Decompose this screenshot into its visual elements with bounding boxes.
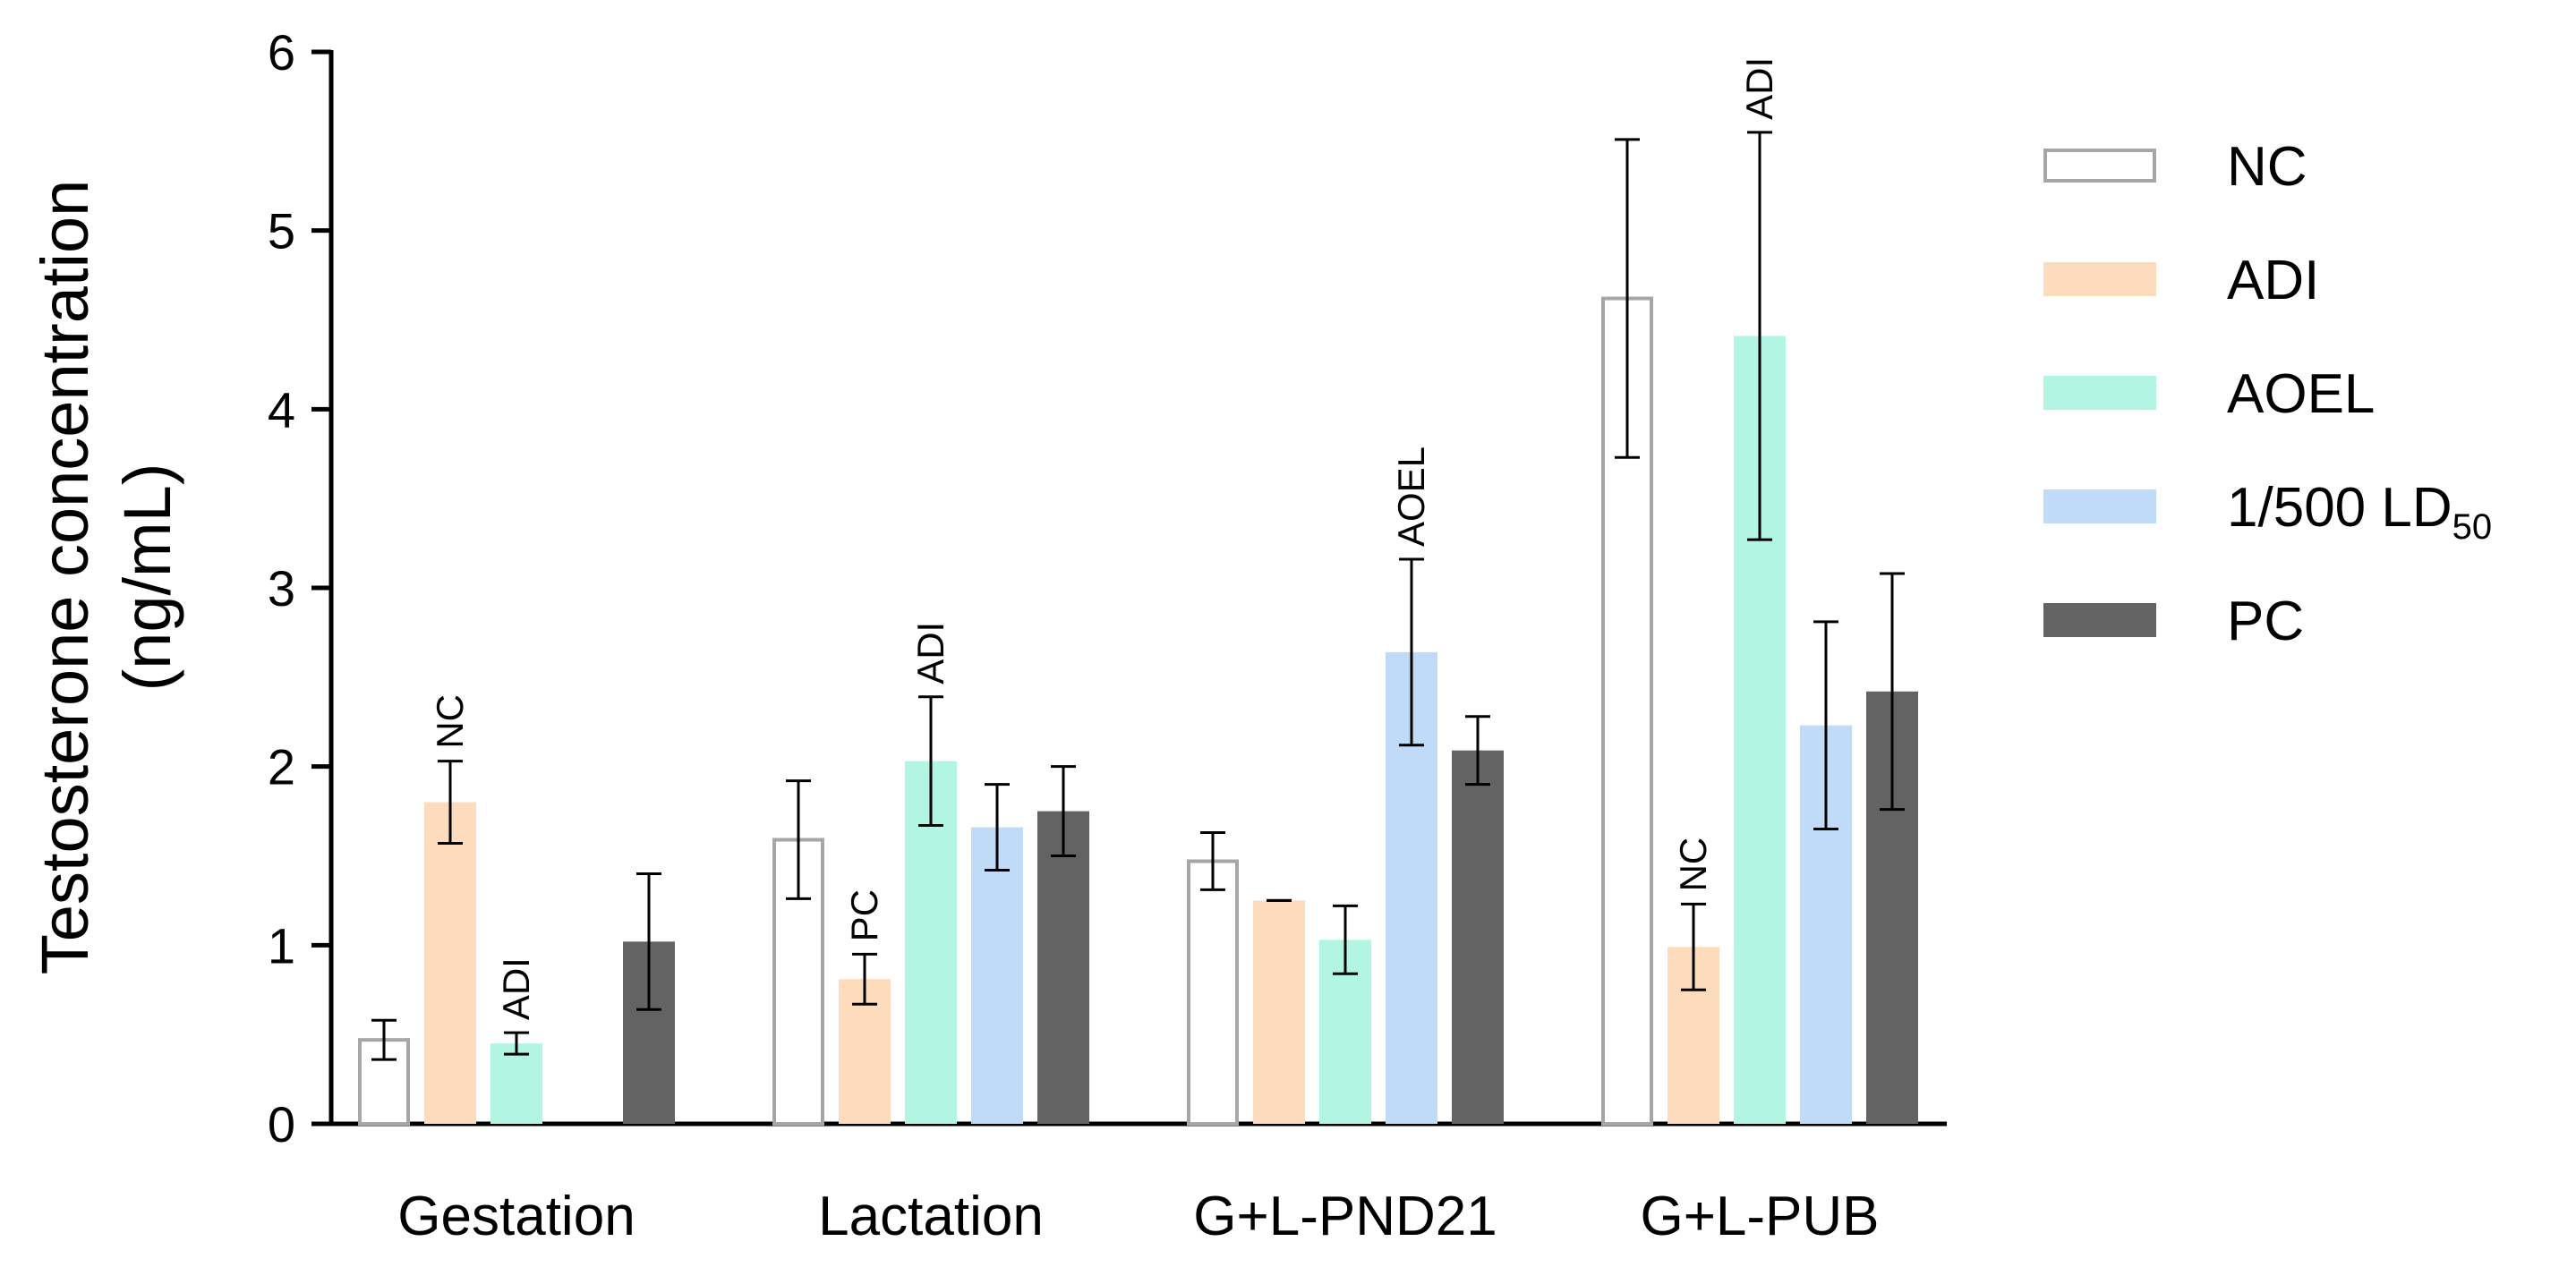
y-tick-label-6: 6	[268, 24, 295, 81]
legend: NC ADI AOEL 1/500 LD50 PC	[2043, 136, 2492, 652]
bar-1-500-ld-lactation	[971, 827, 1023, 1124]
error-bar-pc-g-l-pnd21	[1465, 715, 1490, 787]
bar-pc-g-l-pnd21	[1452, 750, 1504, 1124]
annotation-adi-g-l-pub: ADI	[1738, 57, 1780, 120]
annotation-nc-g-l-pub: NC	[1672, 838, 1714, 892]
legend-label-pc: PC	[2227, 591, 2304, 652]
error-bar-pc-lactation	[1051, 765, 1076, 857]
y-tick-label-1: 1	[268, 917, 295, 974]
legend-label-nc: NC	[2227, 136, 2307, 198]
y-axis-title-line1: Testosterone concentration	[28, 180, 102, 975]
legend-swatch-pc	[2043, 603, 2156, 637]
y-tick-label-0: 0	[268, 1096, 295, 1152]
error-bar-aoel-g-l-pnd21	[1333, 904, 1358, 975]
error-bar-adi-gestation	[438, 760, 463, 846]
bar-aoel-gestation	[490, 1043, 542, 1124]
bar-adi-gestation	[424, 802, 476, 1124]
x-tick-label-g-l-pnd21: G+L-PND21	[1193, 1186, 1497, 1247]
axes: 0 1 2 3 4 5 6 Gestation Lactation G+L-PND21 G+L-PU…	[268, 24, 1947, 1247]
legend-label-1-500-ld: 1/500 LD50	[2227, 477, 2492, 547]
x-tick-label-lactation: Lactation	[818, 1186, 1044, 1247]
significance-annotations: NC ADI PC ADI AOEL NC ADI	[429, 57, 1780, 1020]
error-bar-nc-lactation	[786, 779, 811, 900]
bars	[358, 296, 1918, 1127]
legend-swatch-nc	[2043, 149, 2156, 183]
y-axis-title: Testosterone concentration (ng/mL)	[28, 180, 184, 975]
error-bar-adi-g-l-pub	[1681, 902, 1706, 991]
error-bars	[371, 131, 1905, 1061]
legend-swatch-1-500-ld	[2043, 489, 2156, 523]
x-tick-label-gestation: Gestation	[397, 1186, 635, 1247]
error-bar-aoel-lactation	[918, 695, 943, 828]
y-tick-label-5: 5	[268, 203, 295, 259]
bar-adi-g-l-pnd21	[1253, 900, 1305, 1124]
y-tick-label-3: 3	[268, 560, 295, 616]
error-bar-1-500-ld-g-l-pnd21	[1399, 557, 1424, 747]
error-bar-pc-gestation	[636, 872, 661, 1011]
y-axis-title-line2: (ng/mL)	[110, 463, 184, 692]
bar-pc-lactation	[1037, 811, 1089, 1124]
bar-nc-g-l-pnd21	[1187, 859, 1239, 1126]
error-bar-1-500-ld-g-l-pub	[1813, 620, 1838, 831]
annotation-aoel-g-l-pnd21: AOEL	[1390, 446, 1432, 547]
annotation-adi-lactation: ADI	[909, 622, 951, 685]
error-bar-aoel-g-l-pub	[1747, 131, 1772, 541]
legend-item-aoel: AOEL	[2043, 363, 2375, 425]
error-bar-pc-g-l-pub	[1880, 572, 1905, 812]
error-bar-nc-g-l-pnd21	[1200, 831, 1225, 891]
legend-item-1-500-ld: 1/500 LD50	[2043, 477, 2492, 547]
y-tick-label-2: 2	[268, 739, 295, 795]
annotation-adi-gestation: ADI	[495, 957, 537, 1020]
annotation-pc-lactation: PC	[843, 889, 885, 941]
y-tick-label-4: 4	[268, 381, 295, 438]
error-bar-adi-lactation	[852, 952, 877, 1006]
legend-item-adi: ADI	[2043, 250, 2319, 311]
legend-label-adi: ADI	[2227, 250, 2319, 311]
legend-label-main: 1/500 LD	[2227, 477, 2452, 539]
legend-label-subscript: 50	[2452, 507, 2493, 547]
error-bar-nc-g-l-pub	[1615, 138, 1640, 459]
error-bar-nc-gestation	[371, 1018, 397, 1061]
error-bar-aoel-gestation	[504, 1031, 529, 1056]
legend-label-aoel: AOEL	[2227, 363, 2375, 425]
error-bar-1-500-ld-lactation	[985, 783, 1010, 872]
x-tick-label-g-l-pub: G+L-PUB	[1640, 1186, 1879, 1247]
legend-swatch-aoel	[2043, 376, 2156, 410]
annotation-nc-gestation: NC	[429, 694, 471, 749]
legend-swatch-adi	[2043, 262, 2156, 296]
legend-item-pc: PC	[2043, 591, 2304, 652]
legend-item-nc: NC	[2043, 136, 2307, 198]
